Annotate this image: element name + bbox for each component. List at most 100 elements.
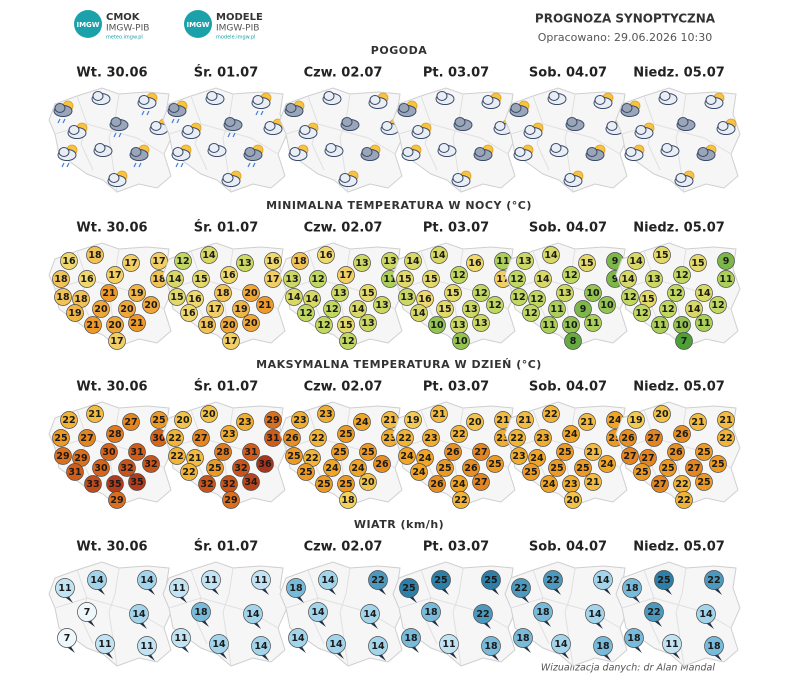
temperature-marker — [283, 270, 301, 288]
weather-icon — [676, 117, 696, 131]
temperature-value: 19 — [406, 415, 419, 426]
wind-marker — [533, 602, 553, 622]
map — [392, 87, 518, 193]
temperature-value: 14 — [536, 274, 550, 285]
temperature-value: 12 — [488, 300, 501, 311]
temperature-value: 25 — [339, 429, 352, 440]
temperature-marker — [584, 473, 602, 491]
temperature-marker — [584, 443, 602, 461]
temperature-marker — [220, 425, 238, 443]
cloud — [398, 103, 410, 113]
temperature-value: 20 — [120, 304, 134, 315]
temperature-marker — [667, 443, 685, 461]
day-label: Pt. 03.07 — [423, 66, 489, 81]
temperature-value: 21 — [383, 415, 396, 426]
temperature-value: 23 — [383, 433, 396, 444]
temperature-marker — [472, 473, 490, 491]
temperature-value: 17 — [496, 274, 509, 285]
temperature-marker — [92, 300, 110, 318]
temperature-marker — [404, 411, 422, 429]
day-label: Pt. 03.07 — [423, 221, 489, 236]
cloud — [289, 147, 301, 157]
temperature-marker — [236, 413, 254, 431]
temperature-marker — [450, 266, 468, 284]
temperature-value: 21 — [188, 453, 201, 464]
temperature-marker — [619, 429, 637, 447]
cloud — [325, 143, 337, 153]
day-label: Śr. 01.07 — [194, 539, 259, 555]
rain — [138, 162, 142, 168]
wind-marker — [421, 602, 441, 622]
temperature-value: 25 — [608, 433, 621, 444]
temperature-value: 17 — [266, 274, 279, 285]
wind-value: 22 — [514, 583, 527, 594]
map: 18 14 22 14 14 14 14 14 — [279, 561, 405, 667]
temperature-value: 22 — [544, 409, 557, 420]
temperature-marker — [562, 425, 580, 443]
weather-icon — [658, 91, 678, 105]
temperature-marker — [516, 252, 534, 270]
temperature-value: 20 — [244, 288, 258, 299]
temperature-marker — [200, 246, 218, 264]
temperature-value: 15 — [641, 294, 654, 305]
rain — [255, 110, 259, 116]
temperature-value: 28 — [216, 447, 230, 458]
temperature-value: 17 — [152, 256, 165, 267]
temperature-value: 12 — [530, 294, 543, 305]
day-label: Wt. 30.06 — [76, 540, 147, 555]
region-border — [307, 250, 325, 326]
temperature-value: 13 — [474, 318, 487, 329]
temperature-value: 25 — [558, 447, 571, 458]
temperature-value: 21 — [580, 417, 593, 428]
temperature-value: 21 — [88, 409, 101, 420]
temperature-marker — [410, 463, 428, 481]
temperature-value: 20 — [468, 417, 482, 428]
temperature-marker — [673, 266, 691, 284]
wind-marker — [696, 604, 716, 624]
temperature-marker — [359, 443, 377, 461]
temperature-value: 27 — [623, 451, 636, 462]
temperature-marker — [428, 316, 446, 334]
temperature-value: 23 — [496, 433, 509, 444]
temperature-marker — [508, 270, 526, 288]
rain — [175, 162, 179, 168]
temperature-marker — [168, 288, 186, 306]
temperature-marker — [584, 284, 602, 302]
temperature-value: 8 — [570, 336, 577, 347]
section-title: MINIMALNA TEMPERATURA W NOCY (°C) — [266, 199, 532, 212]
temperature-value: 12 — [317, 320, 330, 331]
wind-marker — [644, 602, 664, 622]
temperature-marker — [466, 254, 484, 272]
temperature-value: 27 — [124, 417, 137, 428]
temperature-marker — [562, 266, 580, 284]
weather-icon — [593, 92, 614, 109]
temperature-value: 12 — [524, 308, 537, 319]
region-border — [532, 409, 550, 485]
temperature-marker — [444, 443, 462, 461]
temperature-value: 26 — [669, 447, 683, 458]
temperature-value: 9 — [723, 256, 730, 267]
temperature-marker — [283, 429, 301, 447]
temperature-value: 12 — [623, 292, 636, 303]
temperature-value: 24 — [418, 453, 432, 464]
temperature-value: 10 — [586, 288, 600, 299]
temperature-value: 13 — [238, 258, 251, 269]
temperature-marker — [100, 284, 118, 302]
temperature-marker — [404, 252, 422, 270]
temperature-value: 24 — [542, 479, 556, 490]
rain — [247, 162, 251, 168]
region-border — [190, 409, 208, 485]
temperature-value: 22 — [62, 415, 75, 426]
temperature-value: 14 — [544, 250, 558, 261]
cloud — [625, 147, 637, 157]
wind-value: 14 — [554, 639, 568, 650]
temperature-value: 23 — [424, 433, 437, 444]
wind-marker — [401, 628, 421, 648]
wind-value: 14 — [363, 609, 377, 620]
temperature-value: 26 — [446, 447, 460, 458]
wind-marker — [57, 628, 77, 648]
temperature-marker — [198, 475, 216, 493]
updated: Opracowano: 29.06.2026 10:30 — [538, 31, 713, 44]
temperature-marker — [122, 254, 140, 272]
